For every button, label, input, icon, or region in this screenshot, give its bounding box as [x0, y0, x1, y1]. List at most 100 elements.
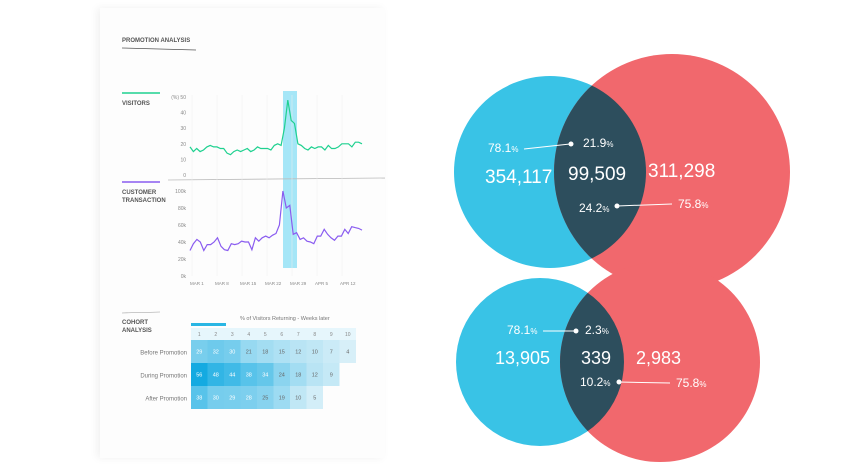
- x-tick: MAR 29: [290, 281, 307, 286]
- venn-bottom-right-pct: 75.8%: [676, 376, 706, 390]
- cohort-cell: [240, 386, 257, 409]
- x-tick: MAR 8: [215, 281, 229, 286]
- cohort-cell-value: 24: [279, 373, 285, 379]
- venn-bottom-left-value: 13,905: [495, 348, 550, 368]
- transactions-tick: 20k: [178, 257, 187, 263]
- venn-bottom-overlap-bottom-pct: 10.2%: [580, 375, 610, 389]
- promotion-highlight: [283, 91, 297, 268]
- cohort-cell-value: 19: [279, 396, 285, 402]
- cohort-cell: [207, 363, 224, 386]
- transactions-tick: 80k: [178, 206, 187, 212]
- venn-bottom-overlap-top-pct: 2.3%: [585, 323, 609, 337]
- cohort-cell: [339, 340, 356, 363]
- cohort-cell: [306, 363, 323, 386]
- cohort-week-label: 4: [247, 332, 250, 338]
- x-tick: APR 12: [340, 281, 356, 286]
- cohort-title: % of Visitors Returning - Weeks later: [240, 316, 330, 322]
- venn-top-left-pct: 78.1%: [488, 141, 518, 155]
- cohort-cell: [191, 340, 208, 363]
- cohort-cell: [323, 340, 340, 363]
- cohort-week-label: 3: [231, 332, 234, 338]
- cohort-cell-value: 56: [196, 373, 202, 379]
- cohort-cell: [290, 340, 307, 363]
- cohort-cell: [224, 386, 241, 409]
- cohort-week-label: 2: [214, 332, 217, 338]
- cohort-cell: [306, 386, 323, 409]
- cohort-header-bg: [191, 328, 356, 340]
- cohort-label-2: ANALYSIS: [122, 328, 152, 334]
- venn-top-overlap-value: 99,509: [568, 164, 626, 185]
- cohort-cell: [224, 340, 241, 363]
- cohort-cell-value: 15: [279, 350, 285, 356]
- visitors-tick: 40: [180, 111, 186, 117]
- cohort-cell-value: 5: [313, 396, 316, 402]
- cohort-cell: [207, 340, 224, 363]
- dashboard-panel: PROMOTION ANALYSIS VISITORS CUSTOMER TRA…: [100, 8, 386, 458]
- cohort-week-label: 10: [345, 332, 351, 338]
- cohort-row-label: During Promotion: [140, 374, 187, 380]
- transactions-tick: 100k: [175, 189, 186, 195]
- cohort-cell: [273, 340, 290, 363]
- cohort-cell-value: 32: [213, 350, 219, 356]
- cohort-cell-value: 9: [330, 373, 333, 379]
- dashboard-title: PROMOTION ANALYSIS: [122, 38, 190, 44]
- transactions-tick: 0k: [181, 274, 187, 280]
- cohort-cell-value: 12: [295, 350, 301, 356]
- cohort-cell-value: 48: [213, 373, 219, 379]
- cohort-cell-value: 4: [346, 350, 349, 356]
- cohort-cell-value: 7: [330, 350, 333, 356]
- cohort-week-label: 7: [297, 332, 300, 338]
- cohort-divider: [121, 311, 161, 314]
- cohort-cell-value: 44: [229, 373, 235, 379]
- x-tick: MAR 22: [265, 281, 282, 286]
- venn-bottom-right-value: 2,983: [636, 348, 681, 368]
- visitors-tick: 30: [180, 126, 186, 132]
- cohort-legend-bar: [191, 323, 226, 326]
- cohort-label-1: COHORT: [122, 320, 148, 326]
- transactions-line: [189, 190, 363, 252]
- cohort-cell: [257, 340, 274, 363]
- venn-bottom-overlap-value: 339: [581, 348, 611, 368]
- cohort-cell: [273, 386, 290, 409]
- venn-bottom: 78.1% 2.3% 13,905 339 2,983 10.2% 75.8%: [456, 262, 760, 462]
- cohort-cell-value: 18: [295, 373, 301, 379]
- cohort-cell: [191, 386, 208, 409]
- cohort-cell: [257, 386, 274, 409]
- cohort-week-label: 8: [313, 332, 316, 338]
- cohort-cell: [306, 340, 323, 363]
- cohort-row-label: Before Promotion: [140, 351, 187, 357]
- cohort-cell-value: 18: [262, 350, 268, 356]
- cohort-cell: [240, 340, 257, 363]
- venn-top-overlap-bottom-pct: 24.2%: [579, 201, 609, 215]
- visitors-label: VISITORS: [122, 101, 150, 107]
- cohort-week-label: 6: [280, 332, 283, 338]
- dashboard-svg: PROMOTION ANALYSIS VISITORS CUSTOMER TRA…: [121, 38, 386, 409]
- cohort-cell-value: 38: [196, 396, 202, 402]
- visitors-tick: 0: [183, 173, 186, 179]
- venn-top-overlap-top-pct: 21.9%: [583, 136, 613, 150]
- transactions-tick: 60k: [178, 223, 187, 229]
- cohort-cell: [273, 363, 290, 386]
- venn-top-right-pct: 75.8%: [678, 197, 708, 211]
- cohort-cell: [191, 363, 208, 386]
- cohort-week-label: 9: [330, 332, 333, 338]
- cohort-cell: [240, 363, 257, 386]
- transactions-label-1: CUSTOMER: [122, 190, 157, 196]
- cohort-cell-value: 21: [246, 350, 252, 356]
- cohort-cell-value: 29: [196, 350, 202, 356]
- venn-top-left-value: 354,117: [485, 167, 552, 188]
- visitors-tick: 20: [180, 142, 186, 148]
- cohort-cell-value: 10: [295, 396, 301, 402]
- chart-divider: [167, 177, 386, 181]
- x-tick: MAR 1: [190, 281, 204, 286]
- cohort-cell-value: 30: [213, 396, 219, 402]
- venn-bottom-right-circle: [560, 262, 760, 462]
- cohort-cell-value: 12: [312, 373, 318, 379]
- visitors-tick: 10: [180, 157, 186, 163]
- title-underline: [121, 47, 197, 51]
- cohort-cell: [290, 386, 307, 409]
- cohort-row-label: After Promotion: [145, 397, 187, 403]
- cohort-cell-value: 10: [312, 350, 318, 356]
- cohort-cell: [323, 363, 340, 386]
